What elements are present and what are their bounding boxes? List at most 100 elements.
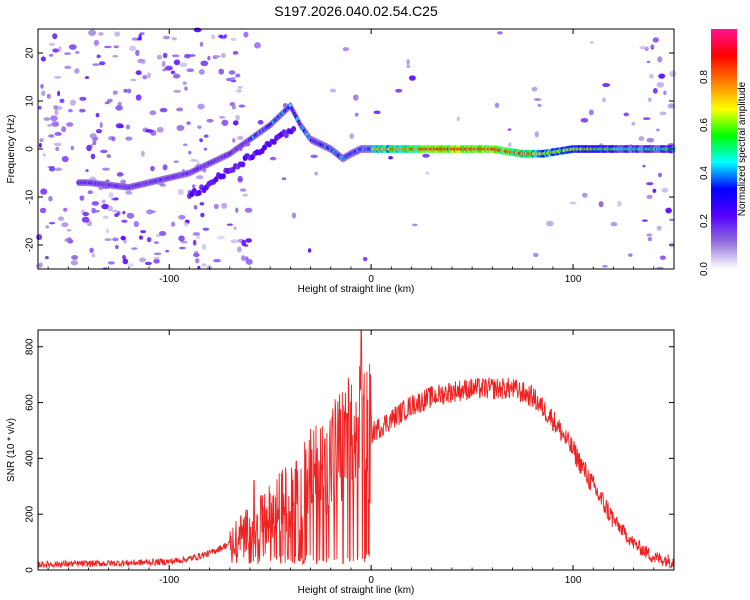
spectrogram-cell	[48, 195, 53, 202]
spectrogram-cell	[41, 90, 46, 97]
spectrogram-cell	[147, 72, 151, 79]
spectrogram-cell	[68, 44, 77, 50]
spectrogram-cell	[569, 201, 577, 205]
spectrogram-cell	[69, 99, 76, 106]
spectrogram-cell	[232, 138, 236, 143]
spectrogram-cell	[241, 255, 246, 262]
spectrogram-cell	[235, 114, 240, 121]
spectrogram-cell	[74, 51, 80, 54]
spectrogram-cell	[180, 240, 188, 244]
spectrogram-cell	[61, 156, 69, 163]
spectrogram-cell	[307, 248, 312, 253]
spectrogram-cell	[128, 45, 137, 52]
x-tick-label: 0	[368, 274, 374, 285]
colorbar-tick-label: 0.6	[699, 118, 710, 132]
colorbar: 0.0 0.2 0.4 0.6 0.8 Normalized spectral ampl…	[699, 29, 748, 276]
spectrogram-cell	[494, 102, 500, 108]
spectrogram-cell	[199, 202, 205, 206]
spectrogram-cell	[646, 60, 651, 64]
spectrogram-cell	[153, 252, 162, 256]
spectrogram-cell	[193, 250, 199, 254]
spectrogram-cell	[74, 68, 80, 74]
spectrogram-cell	[47, 124, 52, 127]
spectrogram-cell	[534, 131, 539, 138]
spectrogram-cell	[229, 76, 236, 81]
spectrogram-cell	[116, 172, 124, 177]
spectrogram-cell	[598, 201, 604, 208]
spectrogram-cell	[218, 68, 225, 75]
spectrogram-cell	[162, 164, 168, 171]
spectrogram-cell	[658, 172, 663, 178]
spectrogram-cell	[406, 59, 410, 66]
spectrogram-cell	[188, 54, 196, 57]
spectrogram-cell	[197, 103, 205, 110]
spectrogram-cell	[425, 171, 430, 175]
spectrogram-cell	[628, 253, 633, 257]
spectrogram-cell	[291, 212, 297, 219]
spectrogram-cell	[112, 237, 119, 242]
spectrogram-cell	[48, 166, 56, 172]
colorbar-gradient	[711, 29, 737, 269]
spectrogram-cell	[412, 223, 418, 227]
spectrogram-cell	[138, 235, 144, 240]
spectrogram-cell	[195, 258, 200, 264]
spectrogram-cell	[190, 158, 198, 162]
spectrogram-cell	[79, 108, 86, 113]
figure-title: S197.2026.040.02.54.C25	[274, 3, 438, 19]
spectrogram-cell	[245, 238, 252, 243]
spectrogram-cell	[71, 255, 79, 260]
spectrogram-cell	[84, 76, 90, 79]
spectrogram-cell	[243, 31, 249, 38]
spectrogram-cell	[116, 211, 121, 216]
spectrogram-cell	[91, 253, 96, 258]
spectrogram-cell	[212, 55, 221, 58]
x-tick-label: 100	[565, 274, 582, 285]
spectrogram-cell	[184, 53, 191, 59]
spectrogram-cell	[48, 53, 54, 57]
spectrogram-cell	[125, 136, 133, 141]
y-tick-label: -20	[25, 237, 36, 252]
spectrogram-cell	[213, 176, 219, 183]
spectrogram-cell	[142, 75, 148, 80]
spectrogram-cell	[102, 167, 110, 171]
spectrogram-cell	[195, 235, 201, 239]
spectrogram-cell	[244, 207, 253, 213]
spectrogram-cell	[199, 41, 204, 47]
spectrogram-cell	[161, 60, 166, 68]
spectrogram-cell	[140, 150, 145, 157]
snr-panel: -100 0 100 0 200 400 600 800 Height of straigh…	[6, 329, 675, 596]
spectrogram-cell	[36, 234, 43, 241]
spectrogram-cell	[66, 236, 72, 243]
spectrogram-cell	[54, 167, 63, 172]
spectrogram-cell	[199, 138, 203, 143]
snr-x-ticks: -100 0 100	[47, 330, 675, 586]
spectrogram-cell	[106, 154, 112, 159]
spectrogram-cell	[617, 200, 622, 207]
spectrogram-cell	[38, 105, 42, 110]
spectrogram-cell	[192, 184, 196, 189]
spectrogram-cell	[40, 56, 46, 62]
spectrogram-cell	[601, 97, 607, 103]
snr-y-ticks: 0 200 400 600 800	[25, 338, 674, 573]
spectrogram-cell	[354, 112, 359, 117]
spectrogram-cell	[646, 233, 653, 237]
spectrogram-cell	[96, 54, 101, 59]
spectrogram-cell	[648, 97, 652, 102]
spectrogram-cell	[88, 29, 97, 36]
spectrogram-cell	[602, 82, 611, 88]
spectrogram-cell	[101, 203, 110, 210]
spectrogram-cell	[38, 142, 42, 148]
spectrogram-cell	[130, 78, 137, 82]
spectrogram-cell	[105, 228, 109, 234]
spectrogram-cell	[66, 122, 74, 127]
spectrogram-cell	[221, 52, 226, 58]
spectrogram-cell	[153, 259, 160, 264]
spectrogram-cell	[51, 121, 60, 127]
spectrogram-cell	[353, 94, 359, 101]
spectrogram-cell	[103, 45, 112, 49]
spectrogram-cell	[211, 34, 216, 40]
spectrogram-cell	[112, 209, 119, 213]
spectrogram-cell	[228, 70, 236, 75]
spectrogram-cell	[151, 210, 156, 213]
